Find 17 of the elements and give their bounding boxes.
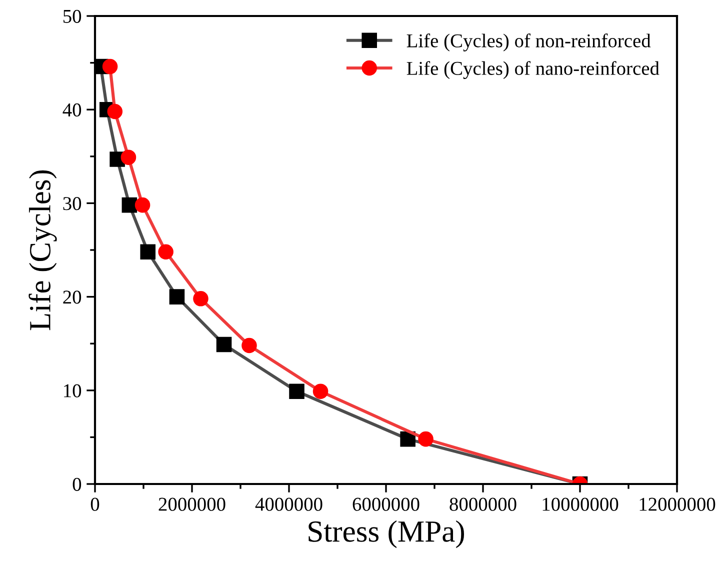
y-tick-label: 10: [64, 384, 82, 398]
y-tick-label: 20: [63, 290, 82, 304]
y-tick-label: 50: [63, 10, 82, 23]
x-tick-label: 10000000: [542, 498, 618, 511]
x-tick-label: 4000000: [255, 498, 322, 511]
y-tick-label: 0: [72, 478, 82, 491]
x-tick-label: 12000000: [640, 498, 716, 511]
y-axis-title: Life (Cycles): [28, 170, 57, 330]
x-tick-label: 2000000: [158, 498, 226, 511]
x-axis-title: Stress (MPa): [308, 520, 464, 548]
x-tick-label: 6000000: [352, 498, 420, 511]
legend-label: Life (Cycles) of non-reinforced: [406, 34, 651, 52]
y-tick-label: 30: [63, 197, 82, 210]
legend-label: Life (Cycles) of nano-reinforced: [406, 61, 660, 79]
y-tick-label: 40: [62, 103, 82, 117]
x-tick-label: 8000000: [450, 498, 516, 511]
x-tick-label: 0: [90, 498, 100, 511]
